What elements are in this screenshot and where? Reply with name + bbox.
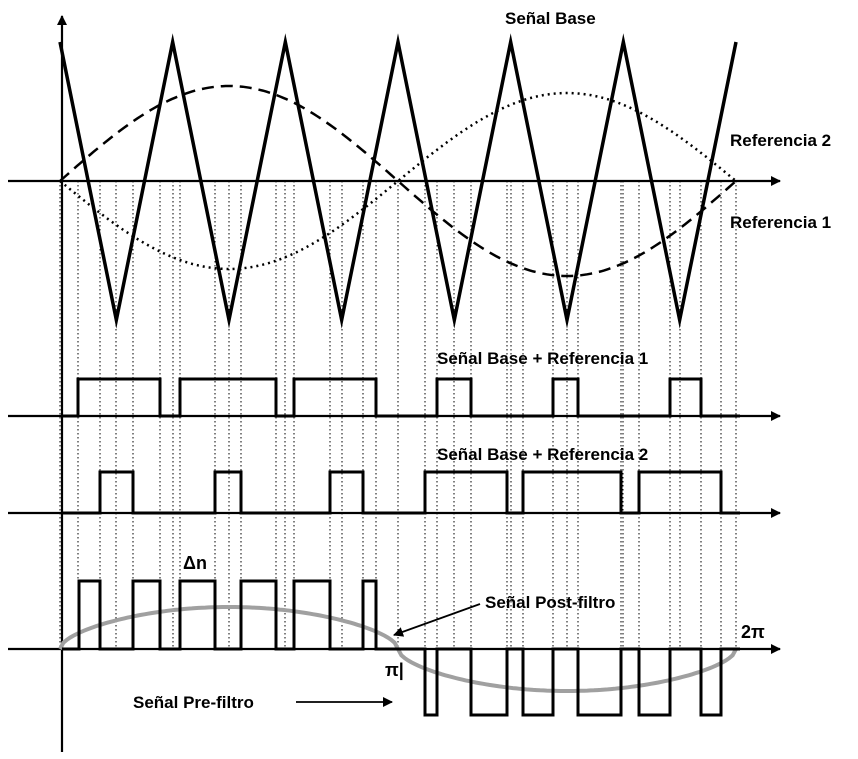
label-delta-n: Δn	[183, 553, 207, 573]
label-reference-2: Referencia 2	[730, 131, 831, 150]
label-two-pi: 2π	[741, 622, 765, 642]
pulses-base-plus-reference-1	[62, 377, 740, 418]
pulses-base-plus-reference-2	[62, 470, 740, 515]
label-pre-filter: Señal Pre-filtro	[133, 693, 254, 712]
label-reference-1: Referencia 1	[730, 213, 831, 232]
base-signal-triangle	[58, 33, 738, 329]
label-base-plus-ref1: Señal Base + Referencia 1	[437, 349, 648, 368]
label-base-signal: Señal Base	[505, 9, 596, 28]
post-filter-arrow	[393, 603, 481, 637]
label-base-plus-ref2: Señal Base + Referencia 2	[437, 445, 648, 464]
pre-filter-pulse-train	[62, 579, 740, 717]
label-post-filter: Señal Post-filtro	[485, 593, 615, 612]
label-pi: π|	[385, 660, 404, 680]
reference-2-curve	[59, 84, 737, 278]
